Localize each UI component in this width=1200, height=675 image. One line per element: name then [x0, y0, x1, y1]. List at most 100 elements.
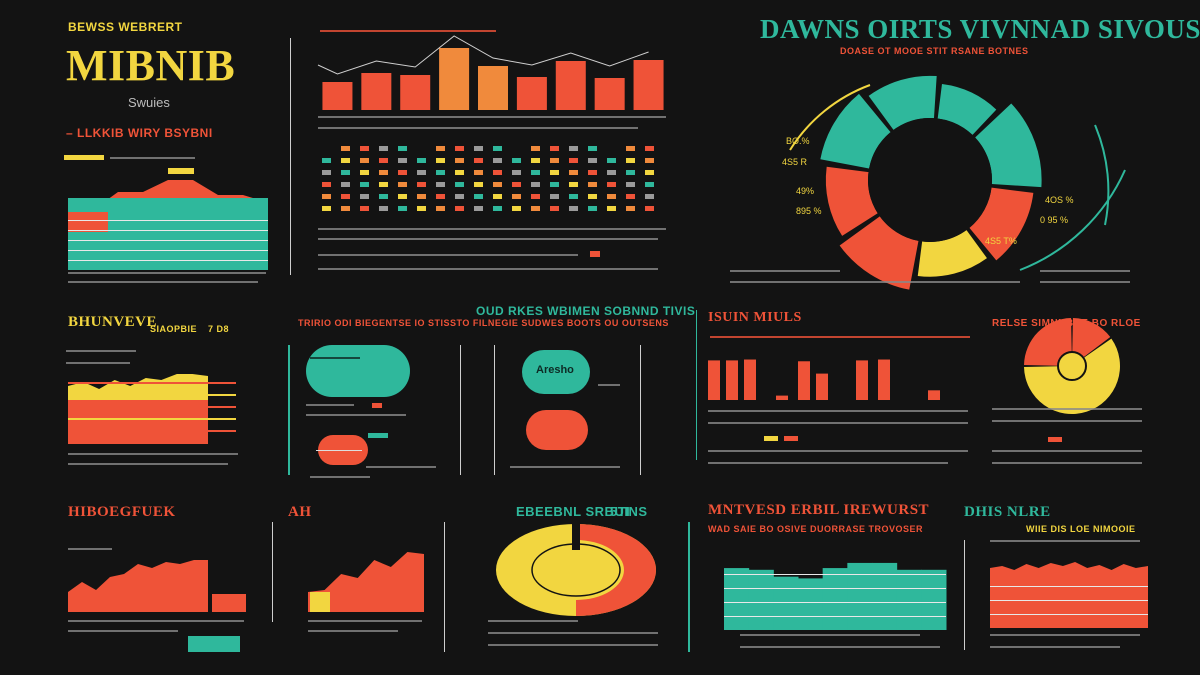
- text-line: [68, 548, 112, 550]
- text-line: [66, 350, 136, 352]
- text-line: [318, 238, 658, 240]
- dot-cell: [379, 182, 388, 187]
- dot-cell: [455, 206, 464, 211]
- mid-center-title: OUD RKES WBIMEN SOBNND TIVIS: [476, 304, 696, 318]
- dot-cell: [531, 146, 540, 151]
- dot-cell: [588, 170, 597, 175]
- dot-cell: [341, 146, 350, 151]
- text-line: [990, 646, 1120, 648]
- donut-label: 49%: [796, 186, 815, 196]
- text-line: [740, 634, 920, 636]
- dot-cell: [531, 170, 540, 175]
- dot-cell: [436, 170, 445, 175]
- bottom-area-chart-1: [68, 560, 246, 612]
- donut-label: 895 %: [796, 206, 822, 216]
- band-line: [68, 382, 236, 384]
- text-line: [992, 408, 1142, 410]
- dot-cell: [569, 194, 578, 199]
- dot-cell: [474, 182, 483, 187]
- dot-cell: [550, 158, 559, 163]
- dot-cell: [417, 194, 426, 199]
- donut-slice: [839, 216, 919, 290]
- teal-oval-indicator: [306, 345, 410, 397]
- text-line: [488, 620, 578, 622]
- donut-subtitle: DOASE OT MOOE STIT RSANE BOTNES: [840, 46, 1029, 56]
- donut-label: 4S5 T%: [985, 236, 1017, 246]
- text-line: [598, 384, 620, 386]
- legend-swatch: [590, 251, 600, 257]
- dot-cell: [455, 194, 464, 199]
- step-bar: [847, 562, 873, 630]
- bottom-step-chart: [724, 562, 947, 630]
- donut-hole: [868, 118, 992, 242]
- grid-line: [68, 260, 268, 261]
- dot-cell: [512, 194, 521, 199]
- divider: [290, 38, 291, 275]
- donut-label: 4OS %: [1045, 195, 1074, 205]
- text-line: [730, 270, 840, 272]
- donut-label: 0 95 %: [1040, 215, 1069, 225]
- text-line: [740, 646, 940, 648]
- text-line: [992, 450, 1142, 452]
- dot-cell: [341, 182, 350, 187]
- dot-cell: [531, 194, 540, 199]
- bar: [878, 359, 890, 400]
- bar: [555, 61, 586, 110]
- area-red-block: [212, 594, 246, 612]
- dot-cell: [550, 170, 559, 175]
- bottom-subtitle-4: WAD SAIE BO OSIVE DUORRASE TROVOSER: [708, 524, 924, 534]
- text-line: [990, 540, 1140, 542]
- text-line: [510, 466, 620, 468]
- dot-cell: [588, 158, 597, 163]
- dot-cell: [607, 194, 616, 199]
- mid-right-title: ISUIN MIULS: [708, 310, 802, 325]
- text-line: [68, 463, 228, 465]
- text-line: [310, 476, 370, 478]
- dot-cell: [645, 158, 654, 163]
- grid-line: [68, 240, 268, 241]
- text-line: [68, 453, 238, 455]
- dot-cell: [417, 170, 426, 175]
- bottom-subtitle-5: WIIE DIS LOE NIMOOIE: [1026, 524, 1136, 534]
- divider: [640, 345, 641, 475]
- donut-slice: [868, 75, 937, 130]
- dot-cell: [550, 194, 559, 199]
- bar: [594, 78, 625, 110]
- dot-cell: [588, 182, 597, 187]
- donut-label: BO.%: [786, 136, 810, 146]
- bottom-title-3b: 5TI: [610, 504, 631, 519]
- mid-right-bar-chart: [708, 359, 940, 400]
- donut-arc-accent: [1019, 169, 1126, 271]
- area-red: [990, 562, 1148, 628]
- legend-swatch: [64, 155, 104, 160]
- header-tagline: – LLKKIB WIRY BSYBNI: [66, 126, 213, 140]
- area-red: [308, 552, 424, 612]
- dot-cell: [607, 182, 616, 187]
- dot-cell: [360, 146, 369, 151]
- mid-center-subtitle: TRIRIO ODI BIEGENTSE IO STISSTO FILNEGIE…: [298, 318, 669, 328]
- dot-cell: [398, 194, 407, 199]
- bar: [776, 395, 788, 400]
- step-bar: [921, 569, 947, 630]
- bottom-right-area-chart: [990, 562, 1148, 628]
- donut-slice: [917, 230, 987, 277]
- dot-cell: [512, 158, 521, 163]
- top-left-area-chart: [68, 180, 268, 270]
- grid-line: [68, 220, 268, 221]
- text-line: [710, 336, 970, 338]
- grid-line: [990, 614, 1148, 615]
- step-bar: [773, 576, 799, 630]
- dot-cell: [360, 194, 369, 199]
- text-line: [306, 414, 406, 416]
- dot-cell: [398, 170, 407, 175]
- bar: [744, 359, 756, 400]
- grid-line: [724, 616, 946, 617]
- text-line: [992, 462, 1142, 464]
- teal-oval-indicator: [522, 350, 590, 394]
- text-line: [366, 466, 436, 468]
- text-line: [68, 272, 266, 274]
- dot-cell: [474, 170, 483, 175]
- top-dot-matrix: [322, 146, 654, 211]
- grid-line: [724, 574, 946, 575]
- dot-cell: [512, 206, 521, 211]
